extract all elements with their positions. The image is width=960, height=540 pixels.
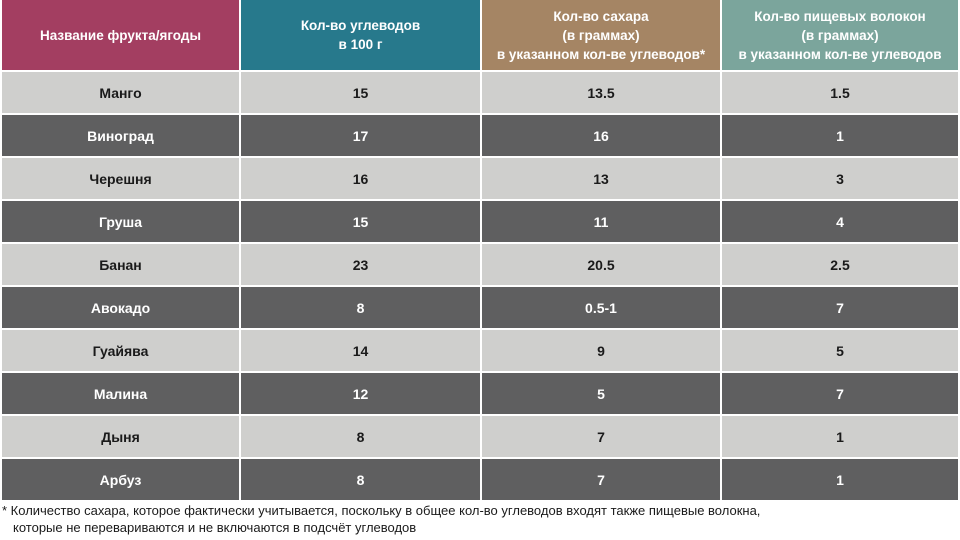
cell-sugar: 11 (482, 201, 720, 242)
header-sugar: Кол-во сахара (в граммах) в указанном ко… (482, 0, 720, 70)
cell-fiber: 5 (722, 330, 958, 371)
header-line: Кол-во сахара (553, 8, 649, 24)
header-fruit-name: Название фрукта/ягоды (2, 0, 239, 70)
header-line: (в граммах) (562, 27, 640, 43)
cell-fruit-name: Груша (2, 201, 239, 242)
header-line: (в граммах) (801, 27, 879, 43)
cell-sugar: 9 (482, 330, 720, 371)
cell-fiber: 1 (722, 416, 958, 457)
cell-fruit-name: Банан (2, 244, 239, 285)
cell-carbs: 23 (241, 244, 480, 285)
footnote: * Количество сахара, которое фактически … (2, 502, 952, 536)
cell-fiber: 7 (722, 373, 958, 414)
nutrition-table: Название фрукта/ягоды Кол-во углеводов в… (2, 0, 958, 500)
header-line: Кол-во углеводов (300, 18, 421, 33)
cell-carbs: 15 (241, 201, 480, 242)
cell-carbs: 8 (241, 416, 480, 457)
header-line: Кол-во пищевых волокон (754, 8, 926, 24)
cell-carbs: 14 (241, 330, 480, 371)
header-line: в указанном кол-ве углеводов (738, 46, 942, 62)
cell-carbs: 8 (241, 459, 480, 500)
cell-fiber: 1.5 (722, 72, 958, 113)
cell-carbs: 8 (241, 287, 480, 328)
cell-fiber: 2.5 (722, 244, 958, 285)
cell-fiber: 1 (722, 459, 958, 500)
header-line: в указанном кол-ве углеводов* (496, 46, 706, 62)
cell-fruit-name: Малина (2, 373, 239, 414)
header-line: Название фрукта/ягоды (40, 27, 201, 43)
cell-fiber: 3 (722, 158, 958, 199)
cell-fruit-name: Манго (2, 72, 239, 113)
cell-fruit-name: Черешня (2, 158, 239, 199)
cell-fiber: 4 (722, 201, 958, 242)
cell-fruit-name: Гуайява (2, 330, 239, 371)
header-carbs: Кол-во углеводов в 100 г (241, 0, 480, 70)
cell-sugar: 16 (482, 115, 720, 156)
cell-sugar: 20.5 (482, 244, 720, 285)
cell-fruit-name: Дыня (2, 416, 239, 457)
header-fiber: Кол-во пищевых волокон (в граммах) в ука… (722, 0, 958, 70)
cell-sugar: 7 (482, 416, 720, 457)
cell-carbs: 12 (241, 373, 480, 414)
cell-carbs: 15 (241, 72, 480, 113)
cell-carbs: 17 (241, 115, 480, 156)
footnote-line-2: которые не перевариваются и не включаютс… (13, 520, 417, 535)
cell-sugar: 7 (482, 459, 720, 500)
cell-sugar: 0.5-1 (482, 287, 720, 328)
cell-carbs: 16 (241, 158, 480, 199)
cell-fruit-name: Арбуз (2, 459, 239, 500)
cell-fruit-name: Виноград (2, 115, 239, 156)
cell-sugar: 13.5 (482, 72, 720, 113)
cell-sugar: 13 (482, 158, 720, 199)
cell-fruit-name: Авокадо (2, 287, 239, 328)
cell-fiber: 7 (722, 287, 958, 328)
cell-fiber: 1 (722, 115, 958, 156)
header-line: в 100 г (338, 37, 383, 52)
cell-sugar: 5 (482, 373, 720, 414)
footnote-line-1: * Количество сахара, которое фактически … (2, 503, 761, 518)
